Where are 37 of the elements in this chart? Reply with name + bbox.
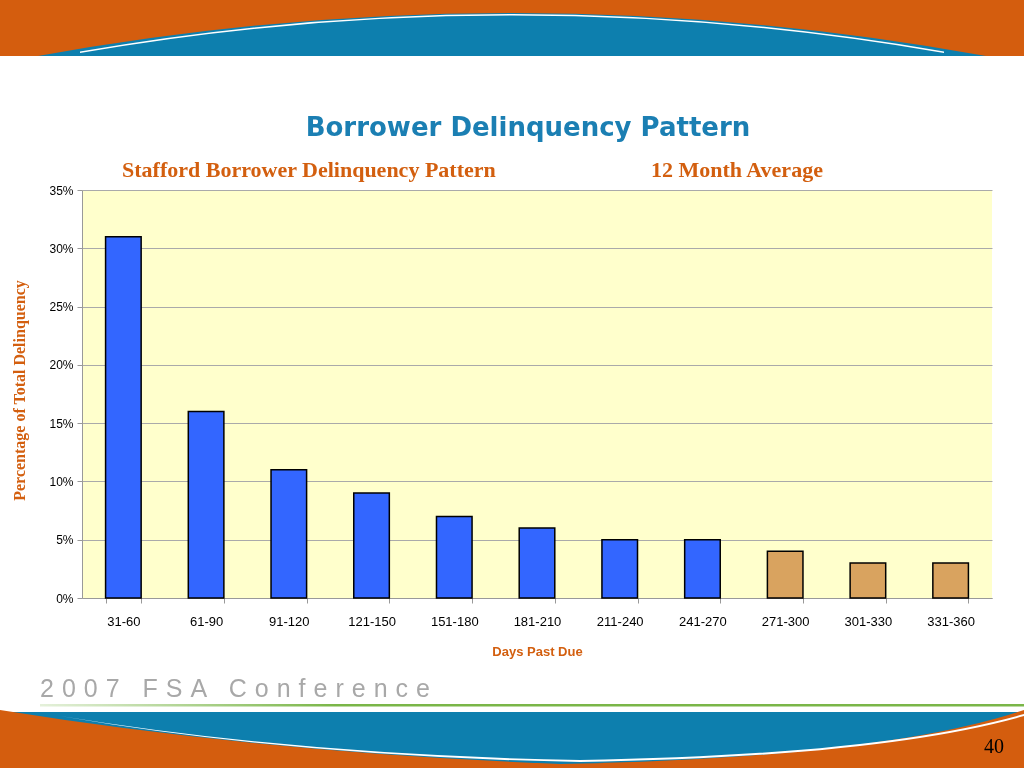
x-tick-label: 271-300 — [761, 613, 810, 629]
bar — [683, 538, 721, 599]
bar — [601, 538, 639, 599]
bar — [518, 527, 556, 599]
x-tick-label: 181-210 — [513, 613, 562, 629]
bar — [353, 492, 391, 599]
x-tick-label: 151-180 — [430, 613, 479, 629]
y-tick-label: 15% — [49, 416, 74, 431]
x-tick-label: 31-60 — [107, 613, 141, 629]
x-tick-label: 61-90 — [189, 613, 224, 629]
y-tick-label: 25% — [49, 300, 74, 315]
y-axis-title: Percentage of Total Delinquency — [10, 280, 29, 501]
bar — [849, 562, 887, 599]
x-tick-label: 121-150 — [348, 613, 396, 629]
text: 2007 FSA Conference — [40, 674, 438, 703]
y-tick-label: 0% — [56, 591, 74, 606]
text: 40 — [984, 735, 1004, 758]
chart-title: Borrower Delinquency Pattern — [305, 112, 751, 142]
y-tick-label: 20% — [49, 358, 74, 373]
text: 12 Month Average — [651, 157, 823, 183]
bar — [270, 469, 308, 599]
bar — [187, 410, 225, 599]
x-tick-label: 331-360 — [927, 613, 975, 629]
y-tick-label: 35% — [49, 183, 74, 198]
y-tick-label: 10% — [49, 474, 74, 489]
x-tick-label: 301-330 — [844, 613, 893, 629]
y-tick-label: 30% — [49, 241, 74, 256]
bar — [766, 550, 804, 599]
y-tick-label: 5% — [56, 533, 74, 548]
chart-subtitle: Stafford Borrower Delinquency Pattern — [122, 157, 496, 183]
bar — [932, 562, 970, 599]
x-tick-label: 91-120 — [269, 613, 310, 629]
bar — [104, 235, 142, 599]
x-tick-label: 241-270 — [679, 613, 727, 629]
bar — [435, 515, 473, 599]
x-axis-title: Days Past Due — [492, 643, 583, 659]
x-tick-label: 211-240 — [596, 613, 644, 629]
